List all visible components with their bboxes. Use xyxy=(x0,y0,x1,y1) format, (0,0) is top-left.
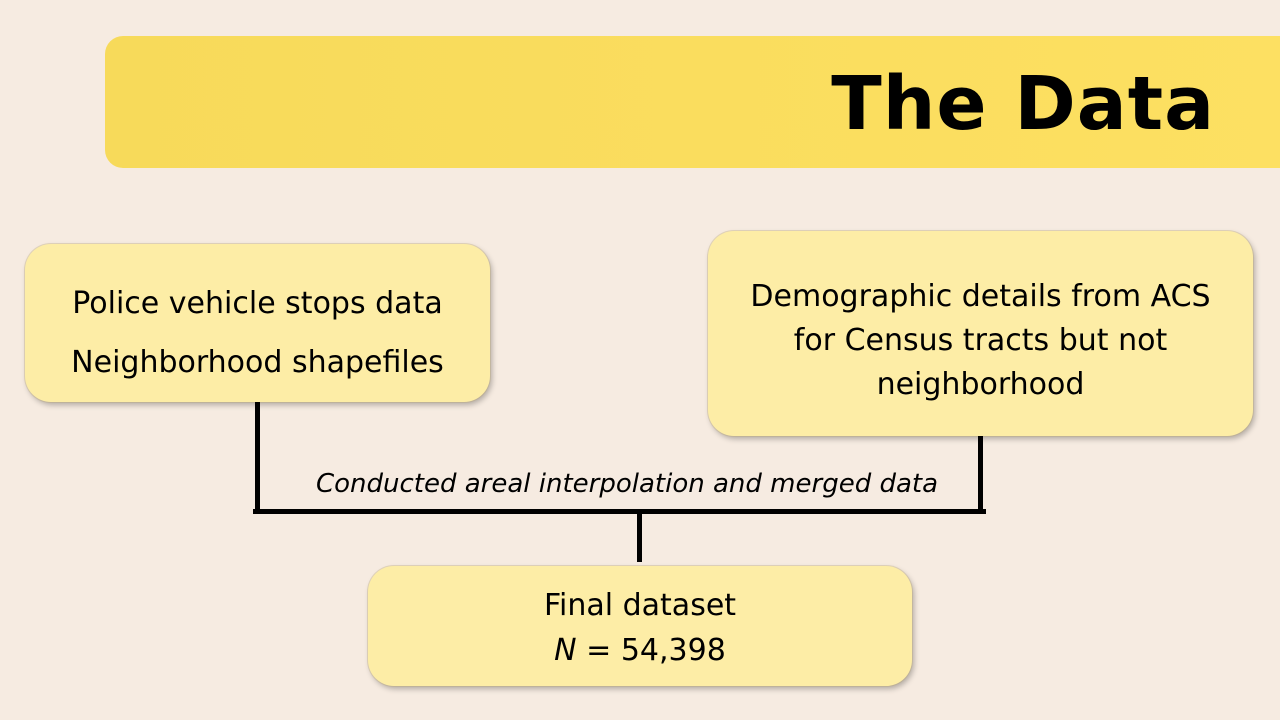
source-box-right: Demographic details from ACS for Census … xyxy=(708,231,1253,436)
right-box-line-2: for Census tracts but not xyxy=(793,323,1168,358)
connector-right-vertical xyxy=(978,436,983,514)
n-value: = 54,398 xyxy=(586,633,726,668)
right-box-line-1: Demographic details from ACS xyxy=(750,279,1211,314)
source-box-left: Police vehicle stops data Neighborhood s… xyxy=(25,244,490,402)
result-box: Final dataset N = 54,398 xyxy=(368,566,912,686)
left-box-line-2: Neighborhood shapefiles xyxy=(71,345,444,380)
connector-horizontal xyxy=(253,509,986,514)
n-symbol: N xyxy=(554,633,577,668)
slide-title: The Data xyxy=(831,61,1215,147)
result-box-line-1: Final dataset xyxy=(543,588,737,623)
connector-caption: Conducted areal interpolation and merged… xyxy=(315,469,939,499)
right-box-line-3: neighborhood xyxy=(876,367,1085,402)
result-box-line-2: N = 54,398 xyxy=(368,628,912,673)
connector-down-vertical xyxy=(637,512,642,562)
title-banner xyxy=(105,36,1280,168)
connector-left-vertical xyxy=(255,402,260,514)
left-box-line-1: Police vehicle stops data xyxy=(72,286,443,321)
title-wrap: The Data xyxy=(0,36,1215,168)
